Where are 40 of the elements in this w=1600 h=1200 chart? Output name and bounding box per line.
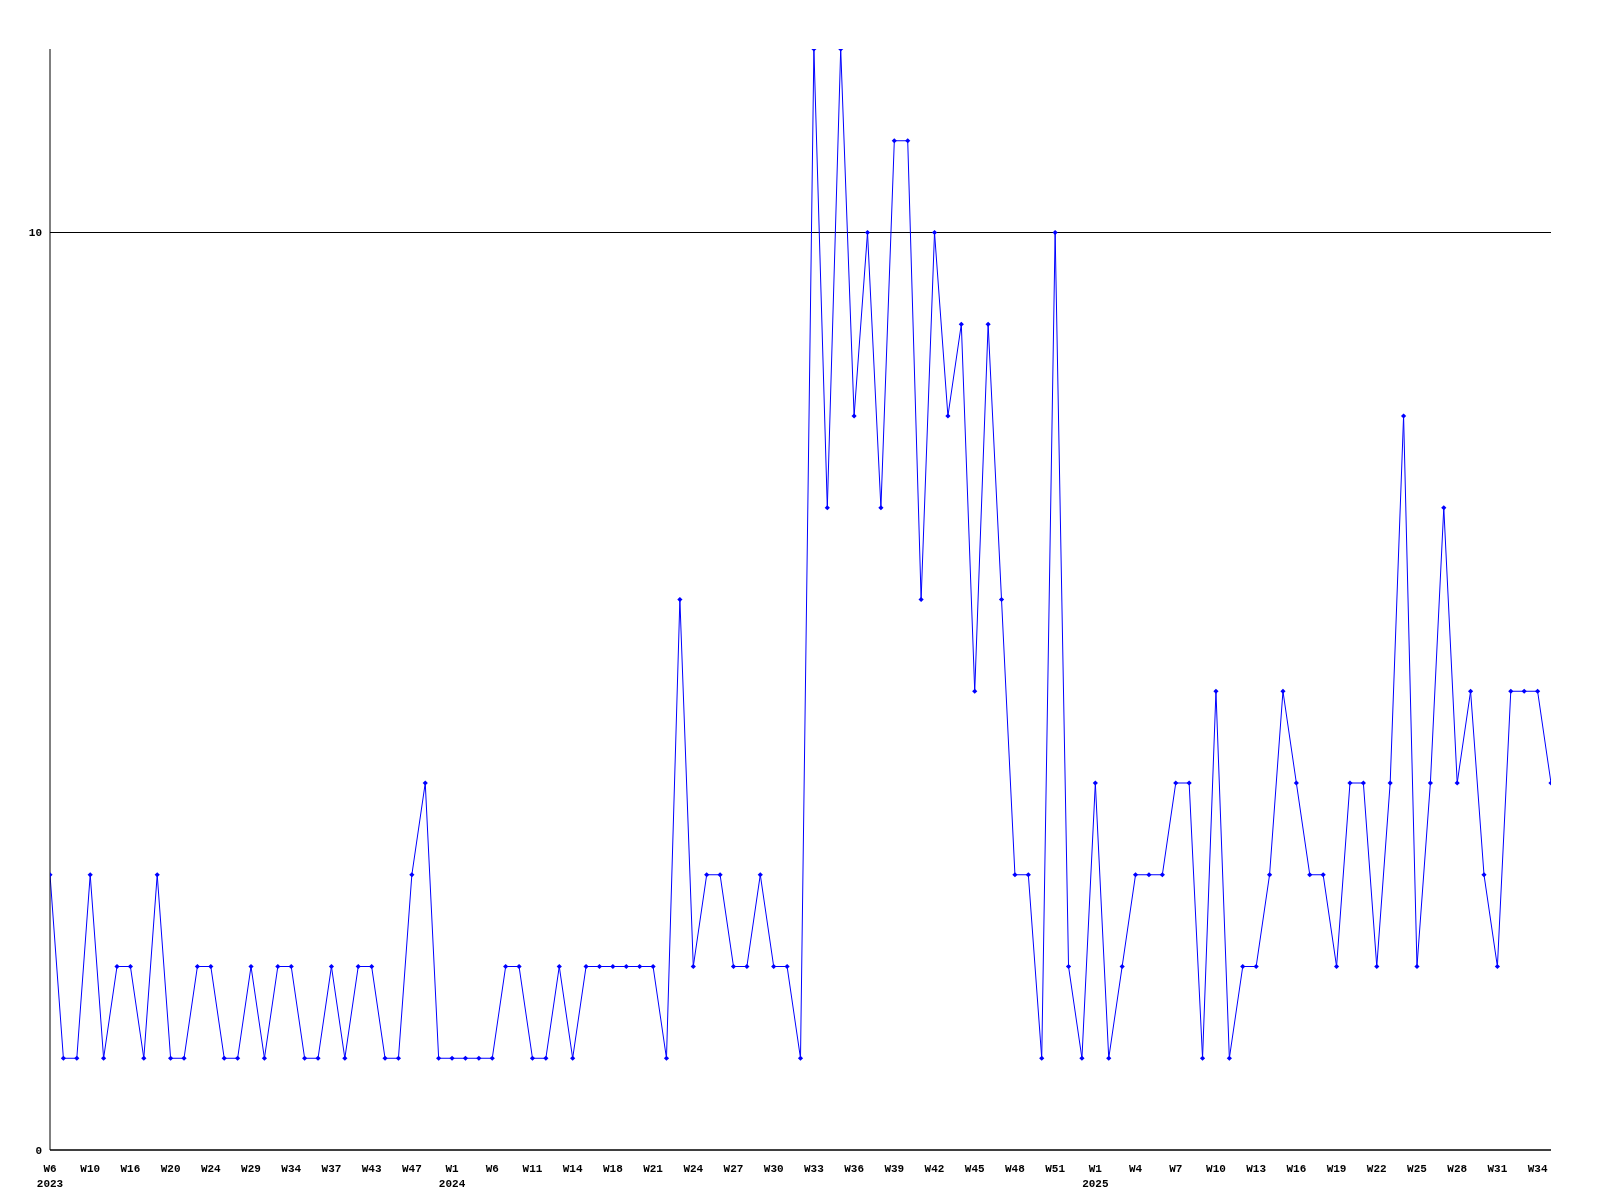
x-tick-label: W48 — [1005, 1163, 1026, 1175]
x-tick-label: W10 — [1206, 1163, 1226, 1175]
x-tick-label: W19 — [1326, 1163, 1347, 1175]
x-tick-label: W16 — [1286, 1163, 1307, 1175]
x-tick-label: W39 — [884, 1163, 905, 1175]
x-tick-label: W31 — [1487, 1163, 1508, 1175]
x-tick-label: W11 — [522, 1163, 543, 1175]
x-tick-label: W16 — [120, 1163, 141, 1175]
x-tick-label: W21 — [643, 1163, 664, 1175]
x-tick-label: W4 — [1128, 1163, 1143, 1175]
x-tick-label: W20 — [160, 1163, 181, 1175]
x-tick-label: W13 — [1246, 1163, 1267, 1175]
x-tick-label: W1 2024 — [438, 1163, 466, 1190]
x-tick-label: W33 — [804, 1163, 825, 1175]
x-tick-label: W1 2025 — [1082, 1163, 1109, 1190]
x-tick-label: W37 — [321, 1163, 342, 1175]
x-tick-label: W34 — [281, 1163, 302, 1175]
x-tick-label: W51 — [1045, 1163, 1066, 1175]
x-tick-label: W6 2023 — [36, 1163, 64, 1190]
x-tick-label: W7 — [1169, 1163, 1183, 1175]
x-tick-label: W42 — [924, 1163, 945, 1175]
x-tick-label: W24 — [683, 1163, 704, 1175]
x-tick-label: W27 — [723, 1163, 744, 1175]
x-tick-label: W18 — [602, 1163, 624, 1175]
x-tick-label: W6 — [485, 1163, 499, 1175]
x-tick-label: W29 — [241, 1163, 261, 1175]
x-tick-label: W14 — [562, 1163, 583, 1175]
x-tick-label: W34 — [1527, 1163, 1548, 1175]
x-tick-label: W24 — [200, 1163, 222, 1175]
x-tick-label: W43 — [361, 1163, 382, 1175]
y-tick-label: 10 — [28, 227, 42, 240]
x-tick-label: W47 — [401, 1163, 422, 1175]
x-tick-label: W36 — [844, 1163, 865, 1175]
x-tick-label: W10 — [80, 1163, 101, 1175]
x-tick-label: W45 — [964, 1163, 986, 1175]
x-tick-label: W25 — [1407, 1163, 1428, 1175]
y-tick-label: 0 — [35, 1144, 42, 1157]
x-tick-label: W28 — [1447, 1163, 1468, 1175]
x-tick-label: W30 — [763, 1163, 784, 1175]
x-tick-label: W22 — [1366, 1163, 1387, 1175]
